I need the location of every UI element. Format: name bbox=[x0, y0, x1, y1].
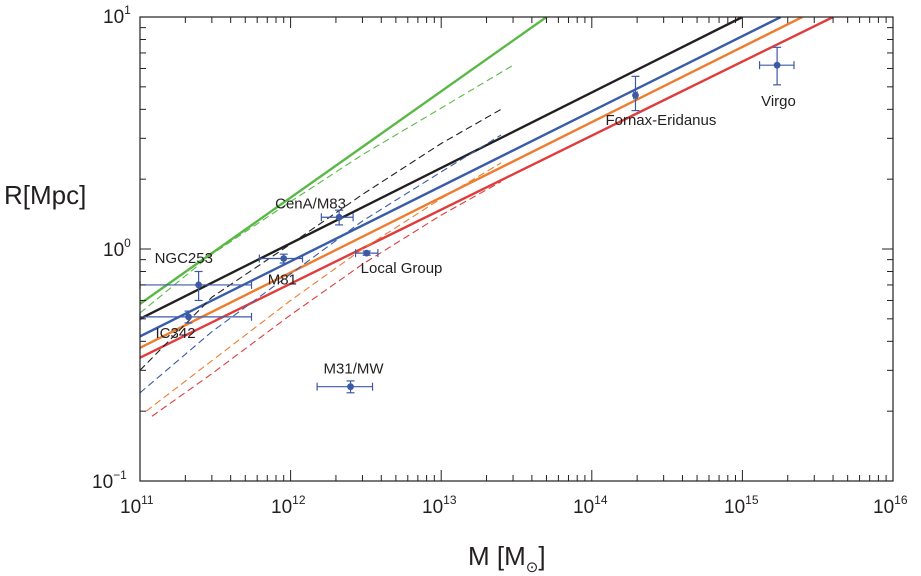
point-virgo: Virgo bbox=[758, 46, 796, 110]
point-marker bbox=[185, 313, 192, 321]
point-label: NGC253 bbox=[155, 250, 213, 267]
point-label: Virgo bbox=[761, 93, 796, 110]
data-points: Virgo Fornax-Eridanus CenA/M83 NGC253 M81 Loc… bbox=[139, 46, 796, 394]
blue-solid-line bbox=[140, 17, 782, 338]
point-ngc253: NGC253 bbox=[139, 250, 253, 302]
y-tick-label-3: 101 bbox=[103, 3, 131, 28]
point-label: Fornax-Eridanus bbox=[605, 112, 716, 129]
y-axis-title: R[Mpc] bbox=[4, 180, 86, 210]
point-marker bbox=[363, 249, 371, 257]
y-tick-label-2: 100 bbox=[103, 236, 131, 261]
point-label: IC342 bbox=[156, 325, 196, 342]
axis-ticks bbox=[139, 17, 893, 482]
model-lines bbox=[140, 17, 834, 417]
point-label: CenA/M83 bbox=[275, 195, 346, 212]
x-tick-label-3: 1013 bbox=[422, 493, 457, 518]
blue-dashed-line bbox=[140, 134, 502, 394]
point-marker bbox=[280, 255, 288, 262]
point-m31-mw: M31/MW bbox=[316, 361, 385, 394]
x-tick-label-6: 1016 bbox=[873, 493, 908, 518]
point-marker bbox=[773, 61, 781, 69]
plot-frame bbox=[139, 16, 894, 482]
y-tick-label-1: 10−1 bbox=[92, 468, 127, 493]
black-dashed-line bbox=[140, 108, 502, 371]
x-tick-label-4: 1014 bbox=[573, 493, 608, 518]
green-dashed-line bbox=[140, 64, 514, 314]
point-marker bbox=[347, 383, 354, 391]
red-dashed-line bbox=[151, 181, 502, 417]
black-solid-line bbox=[140, 17, 743, 320]
x-tick-label-1: 1011 bbox=[120, 493, 154, 518]
point-marker bbox=[195, 281, 203, 289]
point-marker bbox=[632, 91, 639, 99]
x-axis-title: M [M⊙] bbox=[468, 541, 546, 576]
x-tick-label-5: 1015 bbox=[724, 493, 759, 518]
point-label: M81 bbox=[268, 272, 297, 289]
point-cena-m83: CenA/M83 bbox=[275, 195, 354, 226]
point-fornax-eridanus: Fornax-Eridanus bbox=[605, 75, 716, 129]
point-ic342: IC342 bbox=[139, 310, 253, 342]
point-local-group: Local Group bbox=[354, 249, 443, 277]
orange-solid-line bbox=[140, 17, 803, 349]
point-marker bbox=[335, 213, 343, 221]
red-solid-line bbox=[140, 17, 834, 359]
point-m81: M81 bbox=[258, 253, 304, 289]
x-tick-label-2: 1012 bbox=[271, 493, 306, 518]
point-label: Local Group bbox=[361, 260, 443, 277]
green-solid-line bbox=[140, 17, 548, 305]
orange-dashed-line bbox=[145, 162, 502, 412]
point-label: M31/MW bbox=[324, 361, 385, 378]
